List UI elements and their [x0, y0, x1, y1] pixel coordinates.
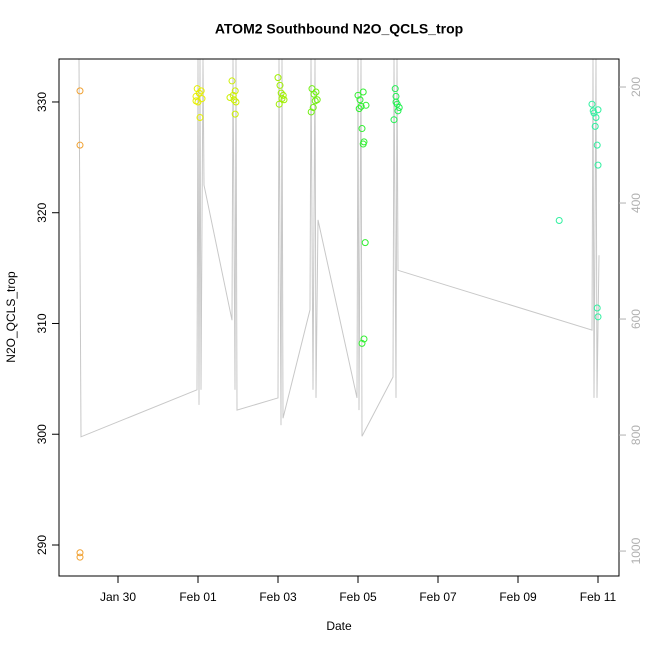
chart-title: ATOM2 Southbound N2O_QCLS_trop — [215, 21, 463, 37]
point — [76, 87, 84, 95]
point — [276, 81, 284, 89]
point — [358, 339, 366, 347]
x-tick-label: Jan 30 — [100, 590, 136, 604]
point — [391, 85, 399, 93]
x-tick-label: Feb 11 — [580, 590, 617, 604]
point — [360, 335, 368, 343]
point — [390, 116, 398, 124]
point — [591, 122, 599, 130]
x-tick-label: Feb 01 — [179, 590, 217, 604]
y2-tick-label: 200 — [629, 77, 643, 97]
point — [307, 108, 315, 116]
point — [76, 141, 84, 149]
point — [394, 107, 402, 115]
point — [594, 161, 602, 169]
point — [589, 107, 597, 115]
point — [359, 88, 367, 96]
point — [588, 100, 596, 108]
x-tick-label: Feb 03 — [259, 590, 297, 604]
point — [195, 89, 203, 97]
y-tick-label: 330 — [35, 92, 49, 112]
y-tick-label: 310 — [35, 313, 49, 333]
y-tick-label: 300 — [35, 424, 49, 444]
point — [309, 104, 317, 112]
point — [196, 113, 204, 121]
point — [362, 101, 370, 109]
point — [228, 77, 236, 85]
point — [76, 549, 84, 557]
point — [192, 97, 200, 105]
plot-area — [76, 59, 602, 561]
y-tick-label: 320 — [35, 202, 49, 222]
point — [594, 106, 602, 114]
point — [361, 239, 369, 247]
point — [279, 91, 287, 99]
point — [198, 95, 206, 103]
x-tick-label: Feb 07 — [419, 590, 457, 604]
point — [197, 87, 205, 95]
point — [310, 90, 318, 98]
plot-frame — [58, 58, 620, 577]
line — [78, 59, 600, 438]
point — [593, 304, 601, 312]
point — [359, 140, 367, 148]
point — [274, 74, 282, 82]
x-axis-label: Date — [326, 619, 352, 633]
point — [593, 141, 601, 149]
point — [76, 553, 84, 561]
point — [358, 125, 366, 133]
point — [355, 105, 363, 113]
point — [280, 96, 288, 104]
x-tick-label: Feb 09 — [499, 590, 537, 604]
point — [555, 216, 563, 224]
y2-tick-label: 1000 — [629, 537, 643, 564]
point — [392, 98, 400, 106]
point — [313, 96, 321, 104]
point — [594, 313, 602, 321]
y-axis-label: N2O_QCLS_trop — [4, 271, 18, 363]
point — [193, 85, 201, 93]
point — [312, 88, 320, 96]
point — [354, 91, 362, 99]
point — [231, 87, 239, 95]
point — [230, 96, 238, 104]
point — [231, 110, 239, 118]
point — [356, 96, 364, 104]
point — [592, 113, 600, 121]
point — [395, 104, 403, 112]
point — [275, 100, 283, 108]
y2-tick-label: 800 — [629, 425, 643, 445]
point — [226, 94, 234, 102]
point — [232, 98, 240, 106]
x-tick-label: Feb 05 — [339, 590, 377, 604]
y2-tick-label: 600 — [629, 309, 643, 329]
y-tick-label: 290 — [35, 535, 49, 555]
point — [357, 102, 365, 110]
y2-tick-label: 400 — [629, 193, 643, 213]
